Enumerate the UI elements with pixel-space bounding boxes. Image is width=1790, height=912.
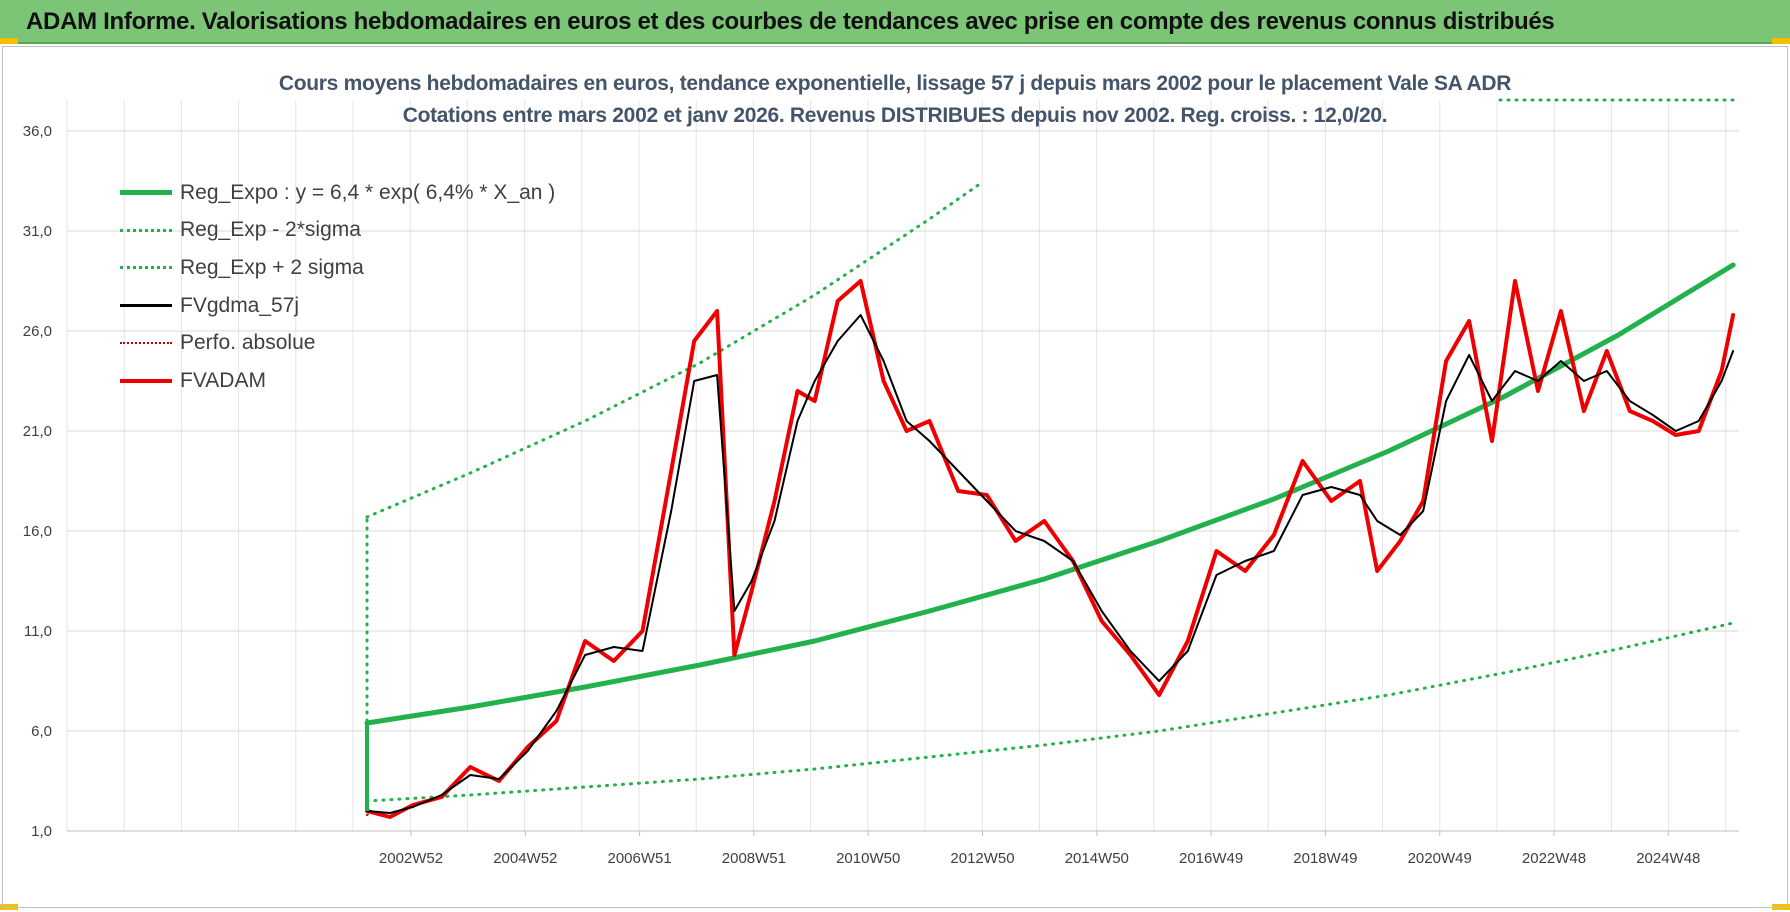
x-tick-label: 2016W49	[1179, 850, 1243, 867]
x-tick-label: 2020W49	[1408, 850, 1472, 867]
x-tick-label: 2024W48	[1636, 850, 1700, 867]
x-tick-label: 2012W50	[950, 850, 1014, 867]
y-axis-ticks: 1,0 6,0 11,0 16,0 21,0 26,0 31,0 36,0	[23, 123, 52, 840]
x-axis-ticks: 2002W52 2004W52 2006W51 2008W51 2010W50 2012W…	[379, 831, 1700, 867]
y-tick-label: 1,0	[31, 823, 52, 840]
y-tick-label: 11,0	[24, 623, 52, 640]
legend-label-perfo-absolue: Perfo. absolue	[180, 331, 316, 355]
x-tick-label: 2010W50	[836, 850, 900, 867]
legend-item-reg-expo: Reg_Expo : y = 6,4 * exp( 6,4% * X_an )	[120, 174, 555, 212]
series-fvgdma-57j	[366, 314, 1735, 814]
chart-legend: Reg_Expo : y = 6,4 * exp( 6,4% * X_an ) …	[120, 174, 555, 400]
chart-series	[364, 98, 1741, 819]
y-tick-label: 21,0	[23, 423, 52, 440]
y-tick-label: 31,0	[23, 223, 52, 240]
chart-title: Cours moyens hebdomadaires en euros, ten…	[278, 72, 1512, 95]
y-tick-label: 26,0	[23, 323, 52, 340]
series-perfo-absolue	[366, 812, 371, 816]
series-reg-expo	[364, 262, 1736, 726]
legend-swatch-reg-expo	[120, 190, 172, 196]
x-tick-label: 2002W52	[379, 850, 443, 867]
series-reg-exp-plus-2sigma	[365, 183, 980, 519]
legend-swatch-reg-exp-minus	[120, 228, 172, 232]
legend-item-fvgdma: FVgdma_57j	[120, 287, 555, 325]
legend-item-perfo-absolue: Perfo. absolue	[120, 324, 555, 362]
legend-item-reg-exp-plus: Reg_Exp + 2 sigma	[120, 249, 555, 287]
x-tick-label: 2006W51	[607, 850, 671, 867]
legend-swatch-fvadam	[120, 378, 172, 383]
legend-label-reg-exp-plus: Reg_Exp + 2 sigma	[180, 255, 364, 279]
legend-item-fvadam: FVADAM	[120, 362, 555, 400]
legend-label-fvadam: FVADAM	[180, 368, 266, 392]
x-tick-label: 2014W50	[1065, 850, 1129, 867]
legend-swatch-reg-exp-plus	[120, 266, 172, 270]
banner-title: ADAM Informe. Valorisations hebdomadaire…	[26, 8, 1555, 35]
legend-label-reg-exp-minus: Reg_Exp - 2*sigma	[180, 218, 361, 242]
legend-swatch-fvgdma	[120, 304, 172, 308]
series-fvadam	[365, 279, 1736, 819]
x-tick-label: 2018W49	[1293, 850, 1357, 867]
chart-subtitle: Cotations entre mars 2002 et janv 2026. …	[402, 104, 1388, 127]
legend-item-reg-exp-minus: Reg_Exp - 2*sigma	[120, 212, 555, 250]
x-tick-label: 2008W51	[722, 850, 786, 867]
report-banner: ADAM Informe. Valorisations hebdomadaire…	[0, 0, 1790, 44]
y-tick-label: 36,0	[23, 123, 52, 140]
corner-marker-top-right	[1772, 38, 1790, 44]
corner-marker-top-left	[0, 38, 18, 44]
chart-grid	[66, 100, 1739, 832]
legend-swatch-perfo-absolue	[120, 342, 172, 345]
y-tick-label: 16,0	[23, 523, 52, 540]
y-tick-label: 6,0	[31, 723, 52, 740]
x-tick-label: 2004W52	[493, 850, 557, 867]
legend-label-reg-expo: Reg_Expo : y = 6,4 * exp( 6,4% * X_an )	[180, 180, 556, 204]
legend-label-fvgdma: FVgdma_57j	[180, 293, 300, 317]
x-tick-label: 2022W48	[1522, 850, 1586, 867]
series-reg-exp-minus-2sigma	[365, 621, 1735, 803]
chart-frame	[2, 46, 1788, 908]
